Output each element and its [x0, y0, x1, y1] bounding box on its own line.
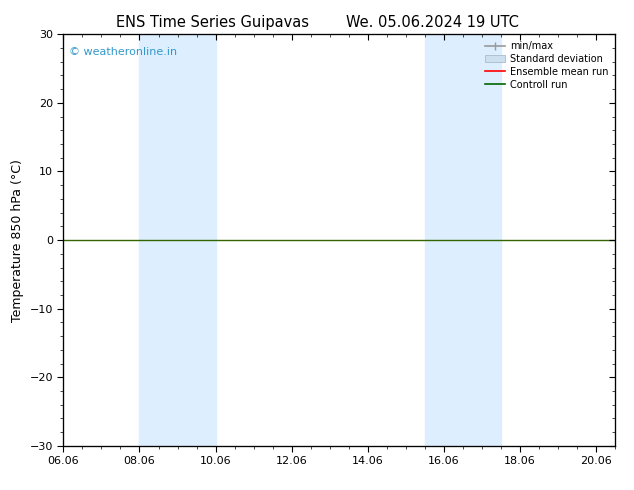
- Bar: [425, 34, 501, 446]
- Legend: min/max, Standard deviation, Ensemble mean run, Controll run: min/max, Standard deviation, Ensemble me…: [483, 39, 610, 92]
- Text: ENS Time Series Guipavas        We. 05.06.2024 19 UTC: ENS Time Series Guipavas We. 05.06.2024 …: [115, 15, 519, 30]
- Bar: [139, 34, 216, 446]
- Text: © weatheronline.in: © weatheronline.in: [69, 47, 177, 57]
- Y-axis label: Temperature 850 hPa (°C): Temperature 850 hPa (°C): [11, 159, 24, 321]
